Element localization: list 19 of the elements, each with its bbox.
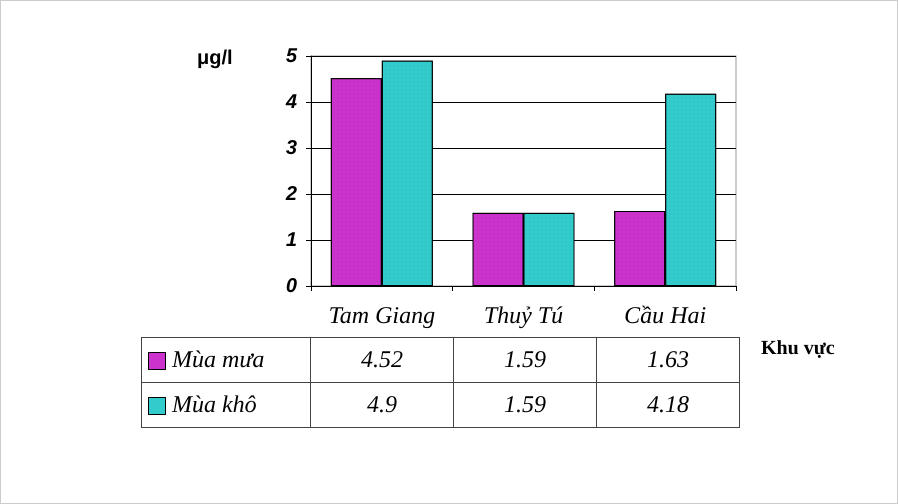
- legend-label: Mùa mưa: [142, 338, 310, 382]
- y-tick-label: 4: [284, 91, 297, 113]
- x-tick-label: Thuỷ Tú: [484, 303, 564, 329]
- y-tick-label: 0: [286, 275, 297, 297]
- data-label: 1.63: [596, 338, 740, 382]
- y-tick-label: 1: [286, 229, 297, 251]
- data-label: 1.59: [454, 338, 596, 382]
- y-axis-title: μg/l: [197, 47, 233, 70]
- y-tick-label: 2: [284, 183, 297, 205]
- data-label: 4.52: [310, 338, 454, 382]
- data-label: 4.9: [310, 382, 454, 428]
- y-tick-label: 3: [286, 137, 297, 159]
- data-label: 4.18: [596, 382, 740, 428]
- y-tick-label: 5: [286, 45, 298, 67]
- x-axis-title: Khu vực: [761, 337, 835, 360]
- x-tick-label: Tam Giang: [328, 303, 436, 329]
- legend-label: Mùa khô: [142, 382, 310, 428]
- data-label: 1.59: [454, 382, 596, 428]
- x-tick-label: Cầu Hai: [624, 303, 706, 329]
